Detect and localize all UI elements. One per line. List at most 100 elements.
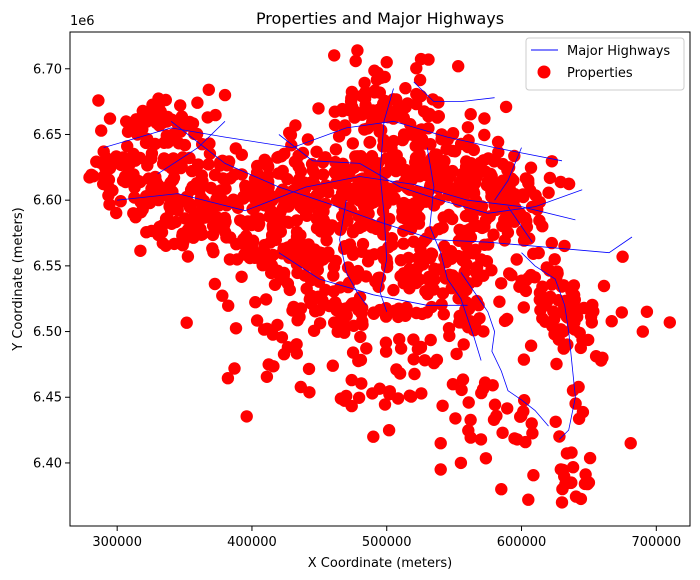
property-point: [524, 339, 538, 352]
property-point: [259, 293, 273, 306]
property-point: [186, 117, 200, 130]
property-point: [326, 359, 339, 372]
property-point: [291, 314, 304, 327]
property-point: [90, 155, 103, 168]
property-point: [472, 167, 485, 180]
property-point: [550, 357, 563, 371]
property-point: [432, 96, 445, 109]
property-point: [167, 128, 180, 141]
property-point: [454, 456, 468, 470]
property-point: [383, 385, 396, 398]
property-point: [562, 177, 575, 190]
property-point: [417, 235, 430, 248]
property-point: [495, 277, 508, 290]
y-tick-label: 6.60: [33, 194, 62, 209]
property-point: [449, 412, 462, 425]
property-point: [367, 430, 380, 443]
property-point: [174, 99, 187, 112]
property-point: [426, 227, 439, 240]
property-point: [131, 128, 144, 141]
property-point: [411, 195, 424, 209]
property-point: [410, 61, 423, 75]
plot-area: [83, 44, 676, 509]
property-point: [524, 184, 537, 197]
property-point: [351, 44, 364, 57]
legend-properties-label: Properties: [567, 66, 633, 81]
highway-line: [103, 120, 563, 162]
property-point: [379, 345, 393, 358]
property-point: [377, 101, 390, 114]
x-tick-label: 400000: [227, 535, 277, 550]
property-point: [92, 94, 105, 107]
property-point: [159, 212, 173, 225]
property-point: [269, 233, 282, 247]
property-point: [461, 140, 474, 154]
property-point: [188, 127, 201, 141]
property-point: [114, 195, 127, 208]
property-point: [352, 391, 366, 404]
property-point: [416, 165, 429, 178]
property-point: [228, 362, 241, 375]
property-point: [640, 305, 654, 318]
property-point: [246, 202, 259, 216]
property-point: [152, 228, 165, 242]
property-point: [300, 203, 313, 217]
property-point: [329, 143, 343, 156]
property-point: [474, 433, 488, 446]
property-point: [336, 157, 350, 170]
property-point: [118, 170, 132, 183]
highway-line: [507, 206, 533, 243]
property-point: [396, 211, 409, 224]
property-point: [397, 237, 410, 250]
property-point: [510, 253, 523, 266]
property-point: [231, 201, 245, 214]
property-point: [319, 197, 332, 210]
highways-layer: [103, 81, 633, 440]
property-point: [174, 161, 187, 175]
property-point: [385, 232, 398, 245]
property-point: [387, 283, 400, 297]
property-point: [577, 301, 591, 315]
property-point: [523, 232, 536, 245]
property-point: [271, 318, 284, 332]
property-point: [202, 83, 215, 97]
property-point: [375, 71, 388, 85]
property-point: [457, 338, 470, 351]
property-point: [504, 185, 517, 198]
property-point: [257, 323, 271, 336]
property-point: [159, 93, 172, 107]
property-point: [416, 307, 429, 321]
property-point: [461, 247, 475, 260]
property-point: [584, 310, 598, 323]
property-point: [346, 226, 360, 239]
property-point: [477, 325, 490, 338]
property-point: [121, 153, 134, 166]
property-point: [407, 353, 420, 366]
property-point: [394, 254, 408, 267]
property-point: [103, 112, 117, 125]
property-point: [472, 299, 485, 312]
x-axis-label: X Coordinate (meters): [308, 556, 452, 571]
property-point: [361, 255, 375, 268]
property-point: [216, 289, 229, 302]
property-point: [320, 234, 333, 247]
property-point: [314, 225, 327, 238]
property-point: [518, 394, 531, 407]
property-point: [526, 427, 539, 440]
property-point: [397, 224, 410, 238]
property-point: [478, 128, 491, 142]
property-point: [469, 266, 483, 279]
property-point: [554, 323, 567, 336]
property-point: [420, 190, 434, 204]
property-point: [569, 397, 582, 410]
property-point: [539, 315, 552, 328]
property-point: [434, 463, 447, 476]
property-point: [338, 119, 352, 132]
highway-line: [170, 120, 633, 254]
property-point: [290, 225, 304, 239]
property-point: [522, 493, 535, 506]
property-point: [436, 159, 450, 173]
property-point: [360, 342, 373, 355]
property-point: [328, 118, 342, 132]
property-point: [292, 149, 305, 162]
